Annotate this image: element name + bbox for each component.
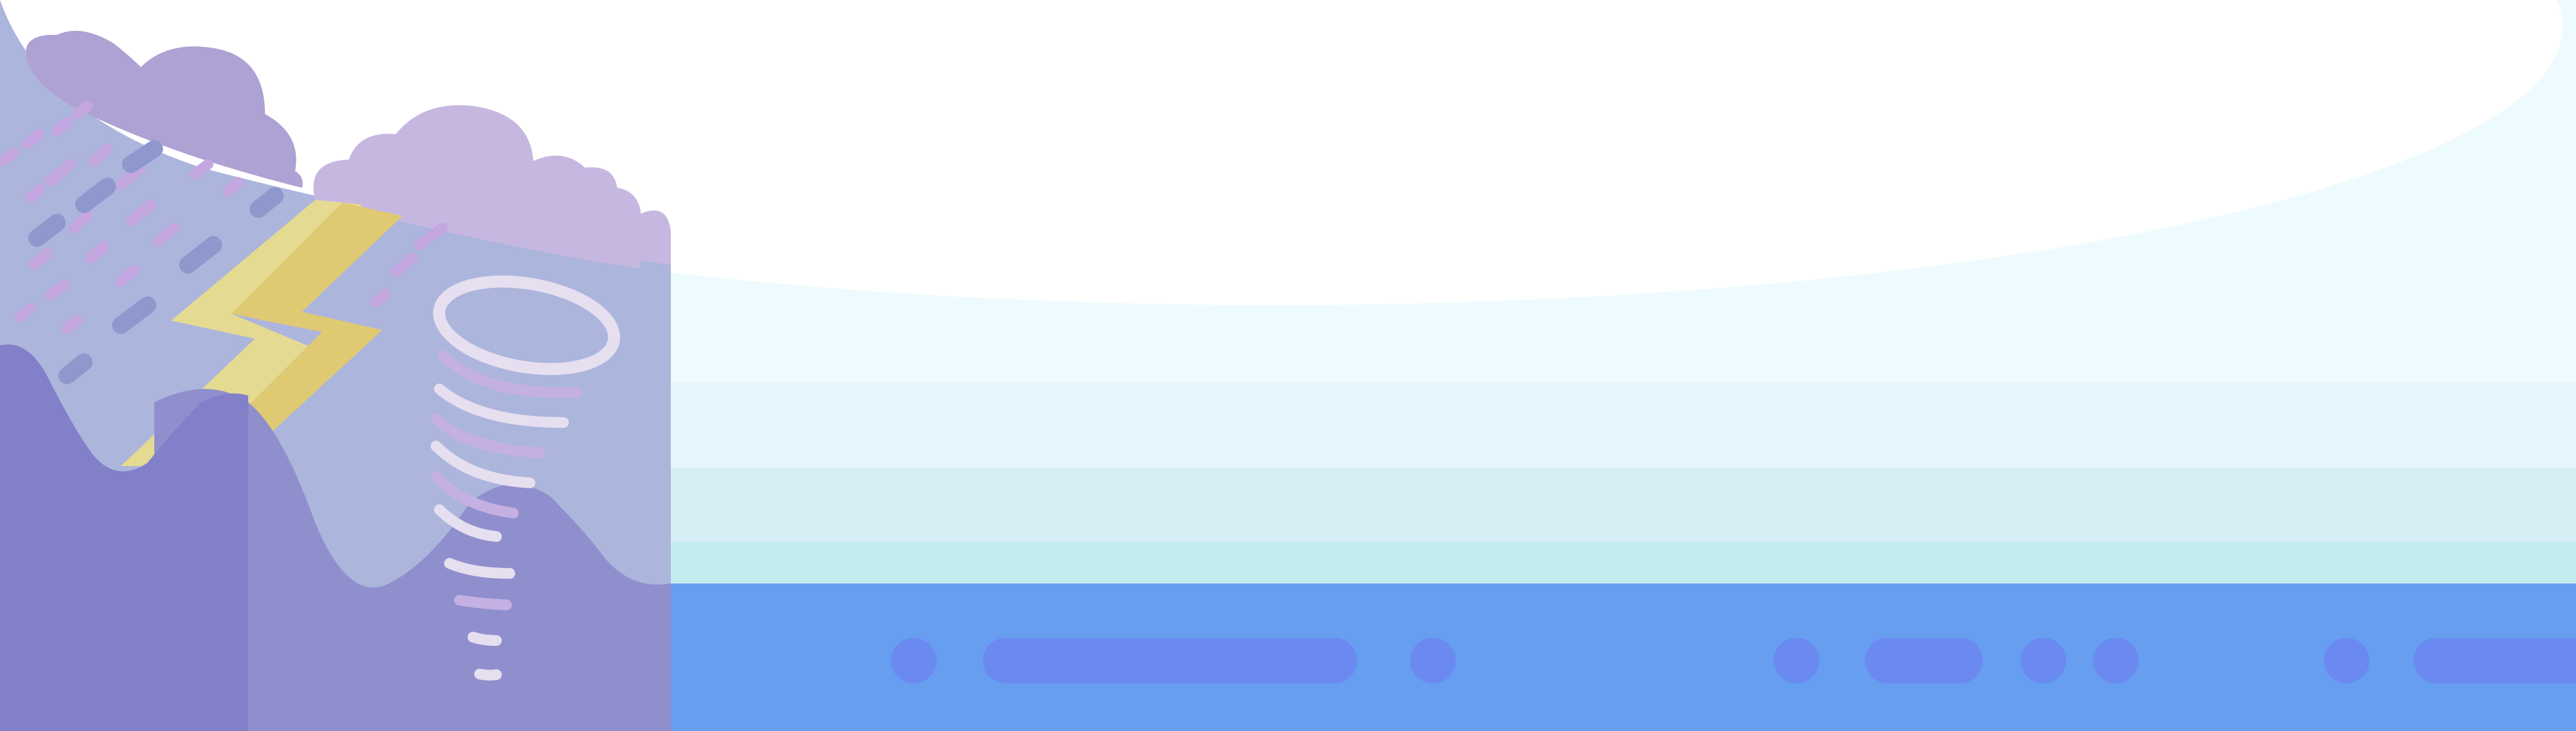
wave-dash [2414, 638, 2576, 683]
wave-dot [2021, 638, 2066, 683]
wave-dot [1774, 638, 1819, 683]
wave-dash [983, 638, 1357, 683]
tornado-ring [433, 275, 621, 376]
wave-dot [2324, 638, 2369, 683]
rain-icon [0, 101, 448, 384]
cloud-light-icon [313, 105, 671, 268]
wave-dot [2093, 638, 2139, 683]
lightning-bolt-icon [121, 200, 402, 466]
cloud-dark-icon [25, 30, 303, 188]
water-waves [891, 638, 2576, 683]
wave-dash [1865, 638, 1983, 683]
wave-dot [1410, 638, 1456, 683]
hill-back [154, 389, 671, 731]
tornado-icon [431, 275, 621, 681]
wave-dot [891, 638, 936, 683]
hill-front [0, 344, 248, 731]
storm-panel [0, 0, 671, 731]
